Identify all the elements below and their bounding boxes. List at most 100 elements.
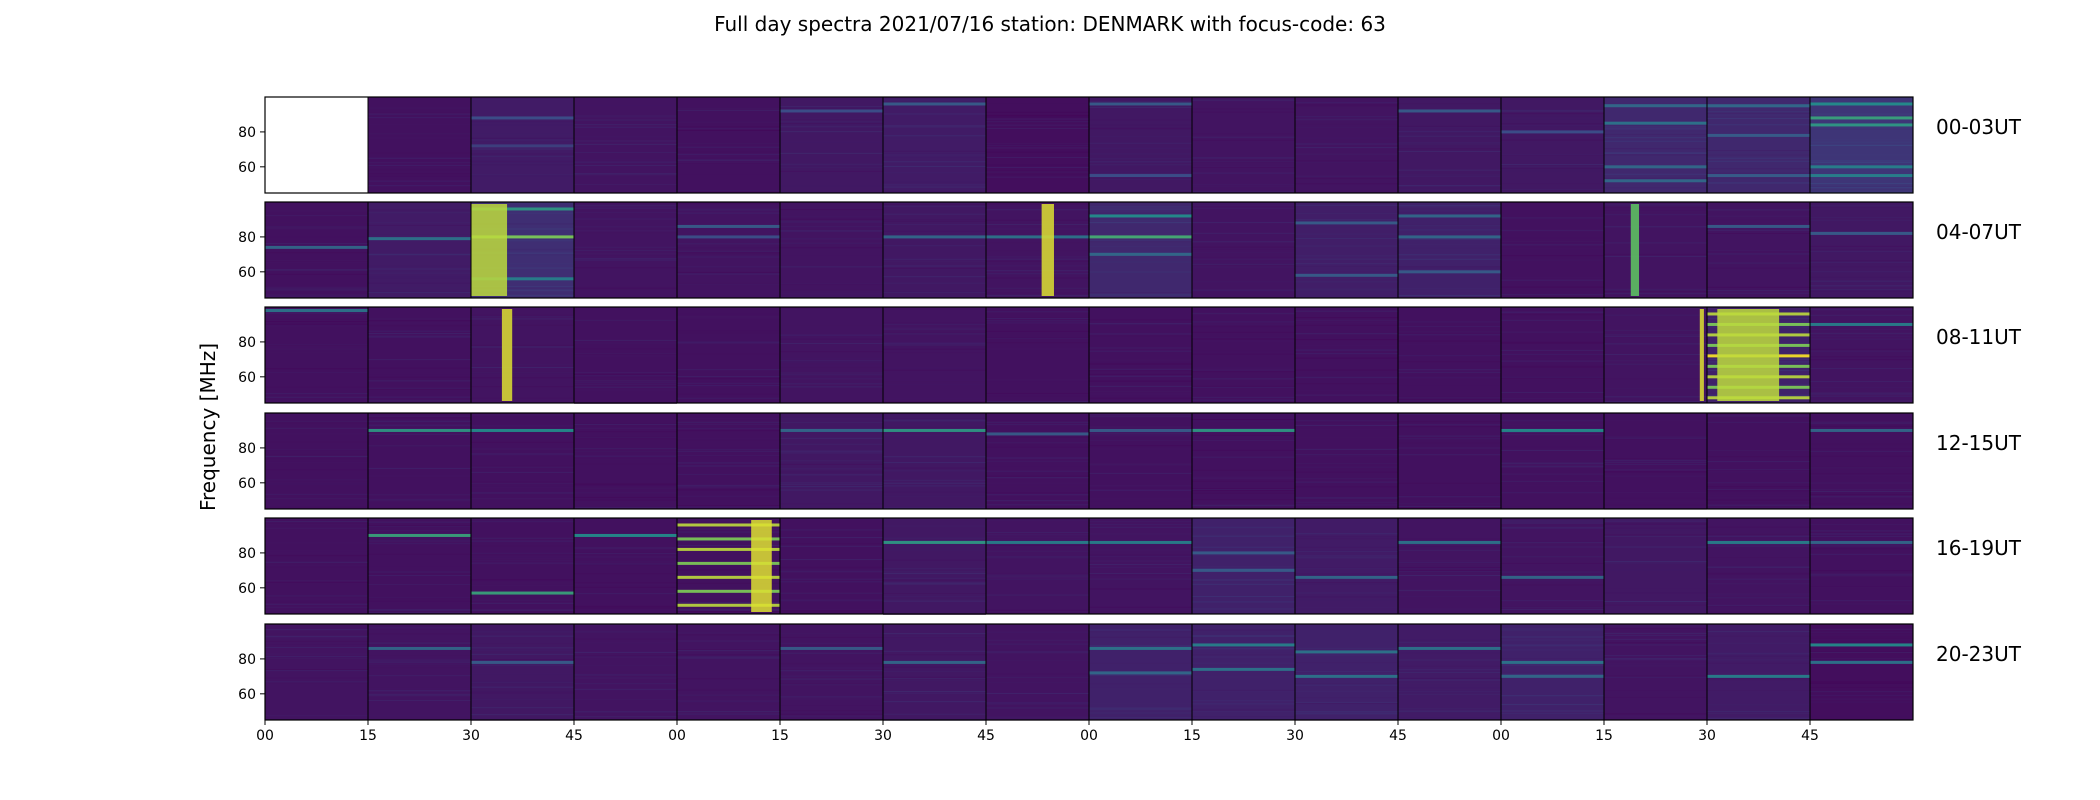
spectrogram-panel [1809,97,1913,193]
emission-band [1604,179,1707,183]
emission-band [1707,174,1810,178]
y-tick-label: 60 [238,265,256,281]
spectrogram-panel [985,97,1089,193]
empty-panel-bg [265,97,368,193]
noise-texture [780,632,883,717]
row-frame [264,96,1914,194]
y-tick-label: 60 [238,370,256,386]
panel-bg [1192,413,1295,509]
spectrogram-panel [470,307,574,403]
spectra-row: 80 60 16-19UT [238,517,2022,615]
spectrogram-panel [779,413,883,509]
noise-texture [1501,217,1604,296]
emission-band [471,660,574,664]
noise-texture [368,318,471,403]
noise-texture [1501,311,1604,400]
panel-bg [1501,97,1604,193]
panel-bg [368,202,471,298]
x-tick-label: 45 [1801,728,1819,744]
spectrogram-panel [1706,202,1810,298]
spectrogram-panel [265,97,368,193]
spectrogram-panel [1603,202,1707,298]
spectrogram-panel [1500,518,1604,614]
noise-texture [1810,205,1913,292]
emission-band [265,308,368,312]
emission-band [677,575,780,579]
y-tick-label: 80 [238,441,256,457]
emission-band [1810,123,1913,127]
y-tick-label: 80 [238,335,256,351]
emission-band [1501,660,1604,664]
row-time-label: 00-03UT [1936,115,2022,139]
spectrogram-panel [1500,624,1604,720]
panel-bg [574,97,677,193]
burst-column [1699,309,1704,401]
burst-column [471,204,508,296]
noise-texture [1295,309,1398,396]
noise-texture [780,413,883,505]
emission-band [1707,133,1810,137]
x-tick-label: 00 [1080,728,1098,744]
emission-band [471,235,574,239]
emission-band [368,428,471,432]
row-time-label: 16-19UT [1936,536,2022,560]
panel-bg [1501,202,1604,298]
noise-texture [1810,421,1913,508]
panel-bg [1398,307,1501,403]
spectrogram-panel [470,624,574,721]
spectrogram-panel [367,624,471,720]
y-tick-label: 80 [238,652,256,668]
y-tick-label: 60 [238,687,256,703]
spectrogram-panel [1397,518,1501,614]
spectrogram-panel [1088,624,1192,720]
noise-texture [574,319,677,404]
emission-band [780,109,883,113]
spectrogram-panel [882,202,986,298]
emission-band [677,589,780,593]
spectrogram-panel [1500,97,1604,193]
emission-band [1295,575,1398,579]
spectra-row: 80 60 20-23UT [238,623,2022,721]
x-tick-label: 00 [1492,728,1510,744]
row-time-label: 08-11UT [1936,325,2022,349]
spectrogram-panel [1706,97,1810,193]
noise-texture [1604,518,1707,606]
emission-band [986,235,1089,239]
spectrogram-panel [676,624,780,720]
panel-bg [780,307,883,403]
noise-texture [1810,97,1913,193]
noise-texture [471,202,574,297]
panel-bg [883,307,986,403]
emission-band [1810,540,1913,544]
noise-texture [1089,520,1192,613]
x-tick-label: 15 [359,728,377,744]
panel-bg [471,307,574,403]
x-tick-label: 15 [1183,728,1201,744]
noise-texture [1604,204,1707,296]
noise-texture [883,204,986,293]
spectrogram-panel [1809,413,1913,509]
spectrogram-panel [265,202,368,298]
spectrogram-panel [1294,518,1398,614]
emission-band [1398,646,1501,650]
panel-bg [986,202,1089,298]
noise-texture [1295,533,1398,613]
y-tick-label: 80 [238,230,256,246]
noise-texture [883,99,986,192]
panel-bg [1089,97,1192,193]
emission-band [1604,121,1707,125]
noise-texture [1398,626,1501,719]
panel-bg [574,202,677,298]
emission-band [1398,270,1501,274]
emission-band [368,533,471,537]
noise-texture [986,420,1089,506]
emission-band [1810,660,1913,664]
emission-band [1295,650,1398,654]
spectrogram-panel [1500,307,1604,403]
spectrogram-panel [1706,307,1810,403]
panel-bg [780,518,883,614]
noise-texture [677,418,780,508]
spectra-row: 80 60 00-03UT [238,96,2022,194]
noise-texture [471,519,574,611]
noise-texture [368,415,471,509]
